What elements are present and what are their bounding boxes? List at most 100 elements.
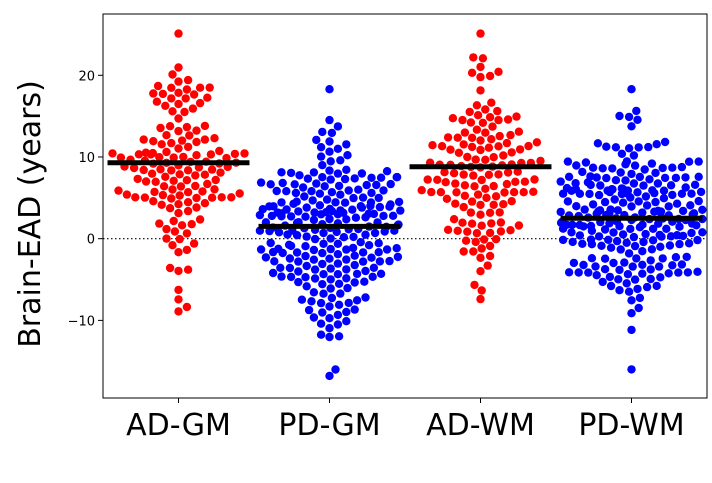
data-point	[659, 194, 669, 203]
data-point	[386, 179, 395, 189]
data-point	[333, 144, 343, 153]
data-point	[270, 257, 279, 266]
data-point	[168, 185, 177, 194]
data-point	[662, 224, 671, 233]
data-point	[461, 236, 471, 245]
data-point	[659, 186, 669, 195]
data-point	[664, 202, 673, 211]
data-point	[183, 188, 193, 197]
data-point	[451, 179, 460, 188]
data-point	[217, 193, 226, 202]
data-point	[564, 172, 574, 181]
data-point	[325, 332, 334, 342]
data-point	[605, 219, 614, 228]
data-point	[325, 371, 334, 381]
data-point	[472, 101, 482, 110]
data-point	[157, 140, 166, 149]
data-point	[309, 313, 319, 322]
data-point	[195, 215, 205, 224]
data-point	[645, 175, 654, 184]
data-point	[694, 172, 703, 181]
data-point	[326, 175, 335, 184]
data-point	[162, 147, 171, 157]
data-point	[174, 285, 183, 295]
data-point	[334, 300, 344, 309]
data-point	[316, 143, 326, 152]
data-point	[325, 314, 334, 323]
data-point	[374, 239, 383, 248]
data-point	[133, 174, 142, 184]
data-point	[476, 210, 485, 219]
data-point	[503, 115, 513, 124]
data-point	[364, 209, 373, 218]
data-point	[564, 268, 574, 277]
data-point	[616, 245, 625, 254]
data-point	[477, 221, 486, 230]
data-point	[507, 197, 516, 206]
data-point	[351, 213, 361, 222]
data-point	[350, 260, 359, 270]
data-point	[148, 148, 157, 158]
data-point	[615, 111, 624, 121]
data-point	[500, 188, 509, 197]
data-point	[162, 234, 171, 243]
data-point	[698, 205, 707, 214]
data-point	[622, 279, 631, 288]
data-point	[647, 245, 657, 254]
data-point	[342, 307, 351, 317]
data-point	[651, 197, 660, 207]
data-point	[340, 174, 350, 184]
data-point	[129, 163, 139, 173]
data-point	[192, 151, 201, 160]
data-point	[586, 235, 596, 244]
data-point	[477, 286, 486, 295]
data-point	[675, 239, 684, 249]
data-point	[580, 205, 589, 214]
data-point	[343, 151, 352, 160]
data-point	[325, 137, 334, 146]
data-point	[587, 254, 597, 263]
data-point	[141, 177, 151, 186]
data-point	[183, 142, 193, 152]
data-point	[156, 165, 165, 174]
data-point	[683, 268, 693, 277]
data-point	[469, 53, 478, 62]
data-point	[627, 365, 636, 374]
data-point	[200, 170, 210, 179]
data-point	[627, 202, 636, 211]
data-point	[139, 135, 148, 144]
data-point	[608, 164, 617, 173]
data-point	[286, 272, 296, 282]
data-point	[586, 172, 595, 181]
data-point	[167, 166, 176, 175]
data-point	[325, 324, 334, 333]
data-point	[301, 212, 310, 221]
data-point	[489, 181, 498, 191]
data-point	[469, 247, 478, 256]
data-point	[460, 181, 470, 190]
data-point	[167, 194, 176, 203]
data-point	[600, 225, 610, 234]
data-point	[610, 195, 619, 204]
data-point	[165, 263, 175, 273]
data-point	[644, 142, 653, 152]
data-point	[300, 192, 309, 201]
data-point	[494, 170, 503, 179]
data-point	[471, 155, 480, 164]
data-point	[635, 293, 645, 303]
data-point	[388, 211, 398, 220]
data-point	[326, 234, 335, 243]
data-point	[368, 272, 377, 281]
data-point	[182, 176, 192, 185]
data-point	[361, 266, 370, 276]
data-point	[339, 233, 349, 242]
data-point	[358, 257, 368, 266]
data-point	[470, 182, 479, 191]
data-point	[342, 140, 351, 149]
data-point	[648, 186, 657, 195]
data-point	[593, 139, 603, 148]
data-point	[651, 168, 660, 178]
data-point	[367, 253, 376, 262]
data-point	[376, 173, 386, 182]
